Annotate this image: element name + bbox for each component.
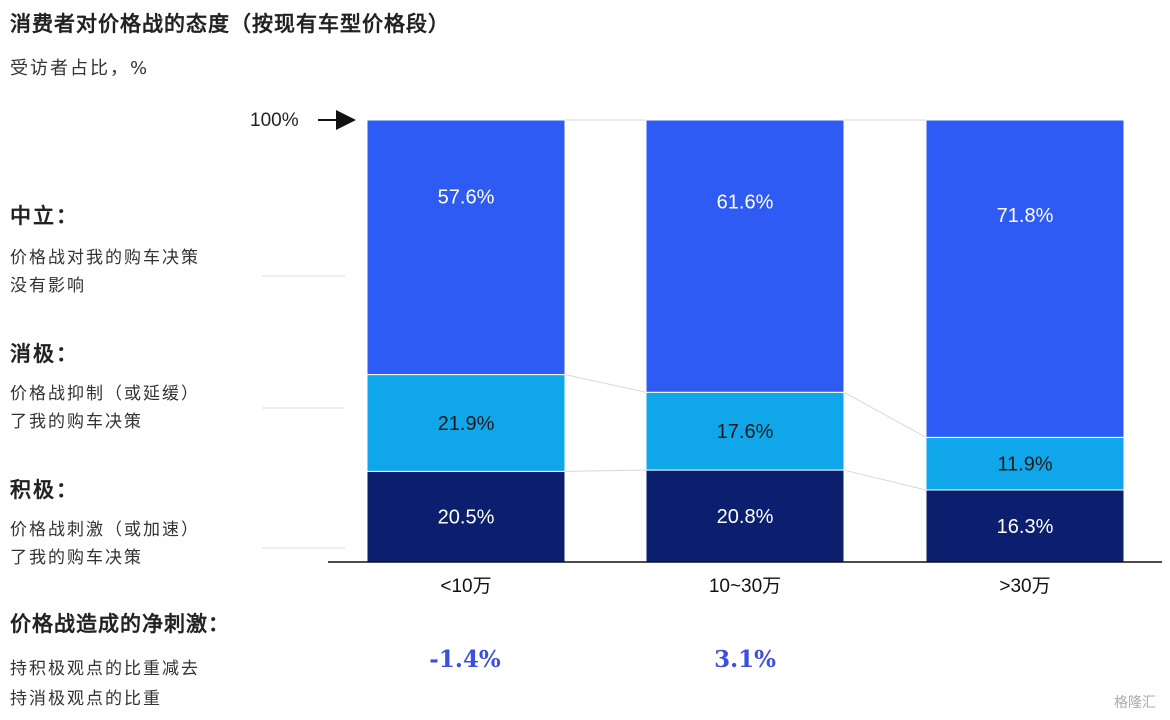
bar-neutral-0 (366, 119, 566, 376)
data-label-negative-1: 17.6% (717, 421, 774, 443)
data-label-neutral-1: 61.6% (717, 192, 774, 214)
legend-positive-desc: 价格战刺激（或加速） 了我的购车决策 (10, 520, 200, 568)
data-label-positive-2: 16.3% (997, 516, 1054, 538)
data-label-neutral-0: 57.6% (438, 186, 495, 208)
x-tick-label-0: <10万 (440, 576, 491, 597)
x-tick-label-2: >30万 (999, 576, 1050, 597)
bar-negative-2 (925, 436, 1125, 491)
net-value-low: -1.4% (429, 646, 501, 673)
bar-positive-1 (645, 469, 845, 563)
bar-positive-2 (925, 489, 1125, 563)
legend-positive-head: 积极： (10, 478, 79, 502)
data-label-positive-0: 20.5% (438, 507, 495, 529)
bar-neutral-2 (925, 119, 1125, 438)
data-label-positive-1: 20.8% (717, 506, 774, 528)
data-label-neutral-2: 71.8% (997, 205, 1054, 227)
legend-negative-desc: 价格战抑制（或延缓） 了我的购车决策 (10, 384, 200, 432)
legend-negative-head: 消极： (10, 342, 79, 366)
bar-neutral-1 (645, 119, 845, 393)
legend-neutral-desc: 价格战对我的购车决策 没有影响 (10, 248, 200, 296)
data-label-negative-2: 11.9% (997, 454, 1052, 476)
bar-positive-0 (366, 470, 566, 563)
connector-line (564, 469, 647, 472)
x-tick-label-1: 10~30万 (709, 576, 781, 597)
data-label-negative-0: 21.9% (438, 413, 495, 435)
watermark-logo: 格隆汇 (1114, 695, 1156, 711)
connector-line (564, 374, 647, 393)
hundred-percent-label: 100% (250, 110, 299, 131)
net-value-mid: 3.1% (714, 646, 776, 673)
chart-title: 消费者对价格战的态度（按现有车型价格段） (10, 12, 450, 36)
net-stimulus-title: 价格战造成的净刺激： (10, 612, 230, 636)
chart-subtitle: 受访者占比，% (10, 58, 150, 79)
connector-line (843, 391, 927, 438)
legend-neutral-head: 中立： (10, 204, 79, 228)
net-stimulus-desc: 持积极观点的比重减去 持消极观点的比重 (10, 659, 200, 709)
connector-line (843, 469, 927, 491)
bar-negative-0 (366, 374, 566, 472)
